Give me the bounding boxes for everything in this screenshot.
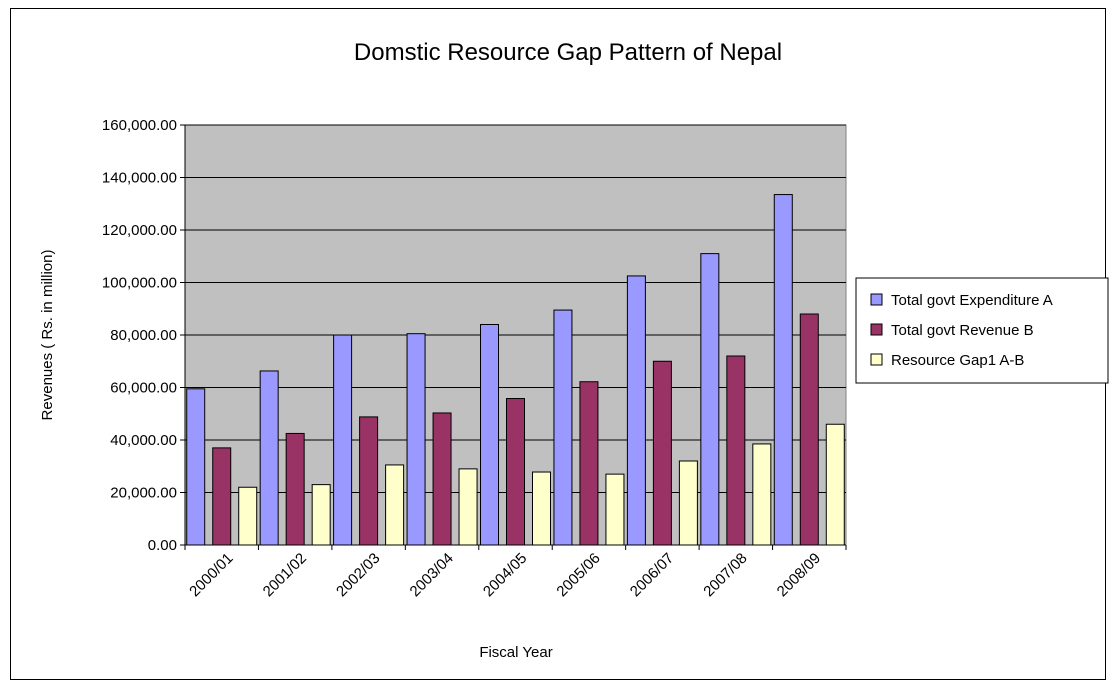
x-tick-label: 2000/01	[186, 550, 236, 600]
y-tick-labels: 0.00 20,000.00 40,000.00 60,000.00 80,000.00…	[102, 117, 177, 554]
legend-label: Resource Gap1 A-B	[891, 352, 1024, 369]
bar-expenditure-2001-02	[259, 370, 279, 546]
bar-revenue-2001-02	[285, 432, 305, 546]
bar-gap-2001-02	[311, 484, 331, 546]
y-tick-label: 80,000.00	[110, 327, 177, 344]
y-tick-label: 120,000.00	[102, 222, 177, 239]
bar-expenditure-2008-09	[773, 194, 793, 546]
y-tick-label: 100,000.00	[102, 275, 177, 292]
x-tick-label: 2001/02	[260, 550, 310, 600]
x-axis-label: Fiscal Year	[479, 644, 552, 661]
y-tick-label: 40,000.00	[110, 432, 177, 449]
bars	[186, 194, 845, 546]
legend-swatch	[870, 323, 883, 336]
bar-revenue-2004-05	[506, 398, 525, 546]
x-tick-label: 2003/04	[407, 550, 457, 600]
legend-swatch	[870, 353, 883, 366]
bar-gap-2005-06	[605, 473, 625, 546]
y-axis-label: Revenues ( Rs. in million)	[39, 250, 56, 421]
axes	[180, 124, 847, 550]
bar-revenue-2000-01	[212, 447, 232, 546]
legend-swatch	[870, 293, 883, 306]
x-tick-label: 2007/08	[700, 550, 750, 600]
bar-gap-2003-04	[458, 468, 478, 546]
y-tick-label: 140,000.00	[102, 170, 177, 187]
bar-revenue-2006-07	[652, 360, 672, 546]
bar-gap-2006-07	[678, 460, 698, 546]
bar-expenditure-2004-05	[480, 324, 499, 546]
legend-items: Total govt Expenditure A Total govt Reven…	[870, 292, 1053, 369]
y-tick-label: 160,000.00	[102, 117, 177, 134]
y-tick-label: 60,000.00	[110, 380, 177, 397]
x-tick-label: 2006/07	[627, 550, 677, 600]
legend-label: Total govt Expenditure A	[891, 292, 1053, 309]
x-tick-labels: 2000/01 2001/02 2002/03 2003/04 2004/05 2005/…	[186, 550, 824, 600]
bar-gap-2007-08	[752, 443, 772, 546]
bar-revenue-2008-09	[799, 313, 819, 546]
x-tick-label: 2005/06	[553, 550, 603, 600]
bar-gap-2008-09	[825, 423, 845, 546]
bar-expenditure-2005-06	[553, 309, 573, 546]
bar-gap-2002-03	[385, 464, 405, 546]
bar-expenditure-2006-07	[626, 275, 646, 546]
bar-revenue-2002-03	[359, 416, 379, 546]
legend-box	[855, 277, 1109, 384]
legend-label: Total govt Revenue B	[891, 322, 1034, 339]
bar-revenue-2003-04	[432, 412, 452, 546]
bar-expenditure-2003-04	[406, 333, 426, 546]
x-tick-label: 2004/05	[480, 550, 530, 600]
chart-title: Domstic Resource Gap Pattern of Nepal	[354, 39, 782, 66]
legend: Total govt Expenditure A Total govt Reven…	[855, 277, 1109, 384]
bar-gap-2004-05	[532, 471, 551, 546]
bar-expenditure-2000-01	[186, 388, 206, 546]
y-tick-label: 20,000.00	[110, 485, 177, 502]
x-tick-label: 2008/09	[774, 550, 824, 600]
bar-revenue-2005-06	[579, 381, 599, 546]
bar-expenditure-2002-03	[333, 334, 353, 546]
y-tick-label: 0.00	[148, 537, 177, 554]
bar-revenue-2007-08	[726, 355, 746, 546]
x-tick-label: 2002/03	[333, 550, 383, 600]
bar-gap-2000-01	[238, 486, 258, 546]
bar-expenditure-2007-08	[700, 253, 720, 546]
